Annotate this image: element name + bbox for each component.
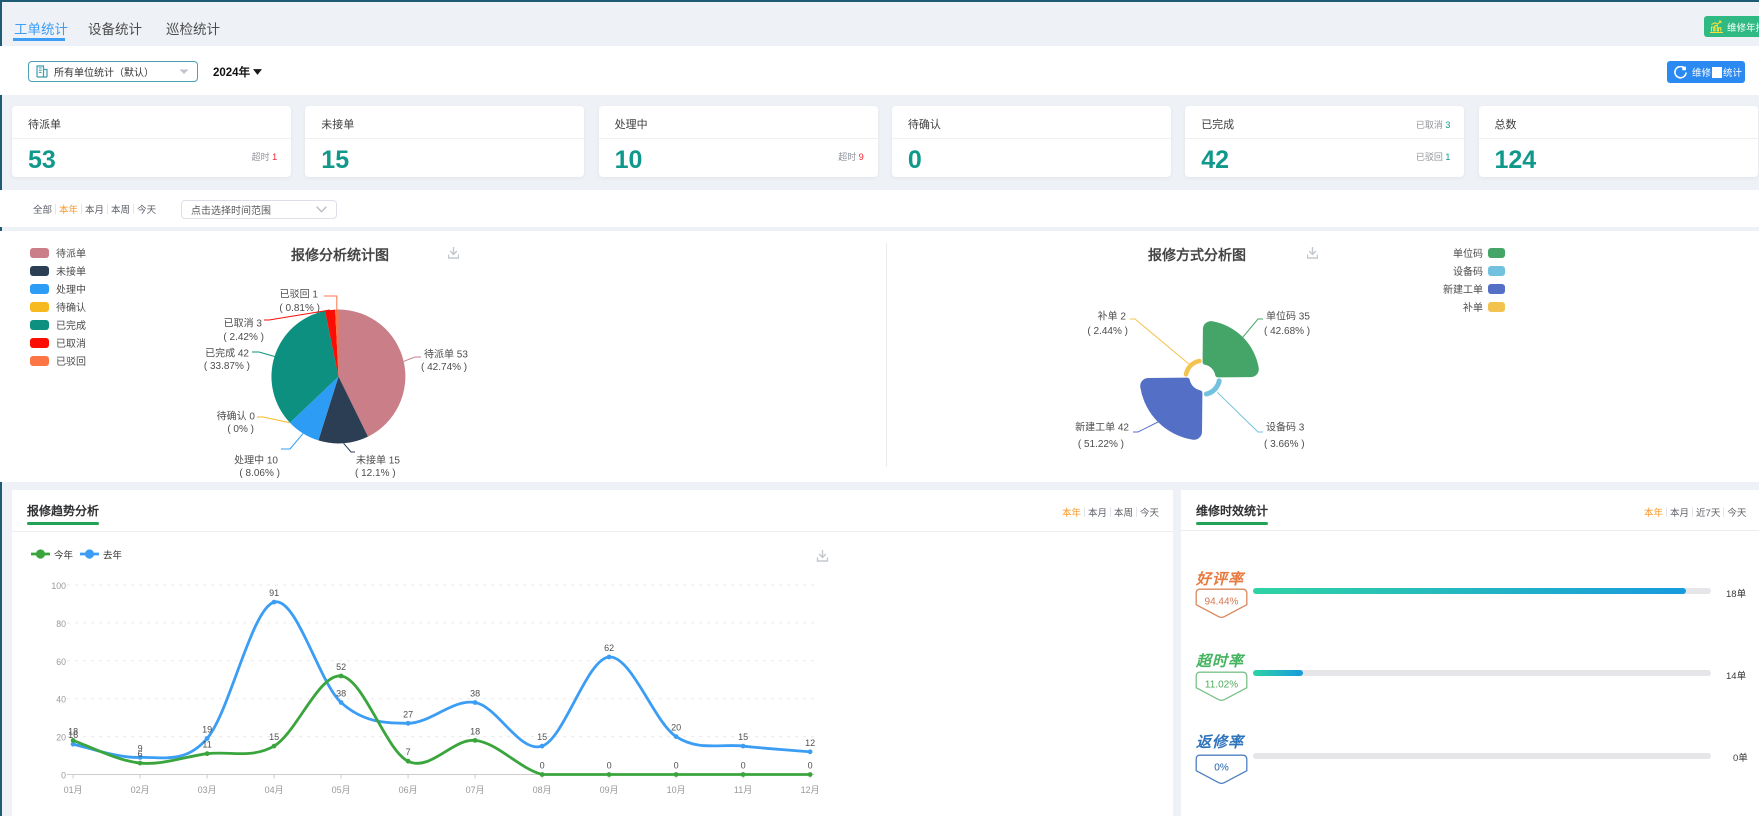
svg-text:20: 20 bbox=[671, 723, 681, 733]
svg-text:去年: 去年 bbox=[103, 550, 123, 562]
svg-text:待确认 0: 待确认 0 bbox=[217, 410, 256, 423]
svg-text:( 12.1% ): ( 12.1% ) bbox=[355, 468, 396, 479]
svg-text:( 42.74% ): ( 42.74% ) bbox=[421, 362, 467, 373]
svg-text:02月: 02月 bbox=[131, 785, 150, 795]
svg-text:09月: 09月 bbox=[600, 785, 619, 795]
svg-text:未接单 15: 未接单 15 bbox=[356, 454, 400, 467]
svg-text:100: 100 bbox=[51, 581, 66, 591]
svg-text:( 0% ): ( 0% ) bbox=[227, 424, 254, 435]
svg-text:62: 62 bbox=[604, 643, 614, 653]
svg-text:0%: 0% bbox=[1214, 763, 1229, 774]
svg-text:15: 15 bbox=[537, 732, 547, 742]
svg-text:91: 91 bbox=[269, 588, 279, 598]
svg-text:12: 12 bbox=[805, 738, 815, 748]
svg-text:10月: 10月 bbox=[667, 785, 686, 795]
svg-text:待派单 53: 待派单 53 bbox=[424, 348, 468, 361]
svg-text:07月: 07月 bbox=[466, 785, 485, 795]
svg-text:设备码 3: 设备码 3 bbox=[1266, 421, 1305, 434]
svg-text:补单 2: 补单 2 bbox=[1098, 310, 1127, 323]
svg-text:已驳回 1: 已驳回 1 bbox=[280, 289, 319, 301]
svg-text:94.44%: 94.44% bbox=[1205, 597, 1239, 608]
svg-text:已取消 3: 已取消 3 bbox=[224, 317, 263, 330]
svg-text:( 2.44% ): ( 2.44% ) bbox=[1087, 326, 1128, 337]
svg-text:( 3.66% ): ( 3.66% ) bbox=[1264, 439, 1305, 450]
svg-text:11月: 11月 bbox=[734, 785, 752, 795]
svg-text:新建工单 42: 新建工单 42 bbox=[1075, 421, 1129, 434]
svg-text:27: 27 bbox=[403, 709, 413, 719]
svg-text:80: 80 bbox=[56, 619, 66, 629]
svg-text:0: 0 bbox=[674, 761, 679, 771]
svg-text:9: 9 bbox=[138, 743, 143, 753]
svg-text:( 33.87% ): ( 33.87% ) bbox=[204, 361, 250, 372]
svg-text:20: 20 bbox=[56, 733, 66, 743]
svg-text:11: 11 bbox=[202, 740, 211, 750]
svg-text:( 42.68% ): ( 42.68% ) bbox=[1264, 326, 1310, 337]
svg-text:单位码 35: 单位码 35 bbox=[1266, 310, 1310, 323]
svg-text:0: 0 bbox=[741, 761, 746, 771]
svg-text:18: 18 bbox=[470, 726, 480, 736]
svg-text:15: 15 bbox=[269, 732, 279, 742]
svg-text:( 0.81% ): ( 0.81% ) bbox=[279, 303, 320, 314]
svg-text:处理中 10: 处理中 10 bbox=[234, 454, 278, 467]
svg-text:( 51.22% ): ( 51.22% ) bbox=[1078, 439, 1124, 450]
svg-text:19: 19 bbox=[202, 725, 212, 735]
svg-text:0: 0 bbox=[61, 771, 66, 781]
svg-text:12月: 12月 bbox=[801, 785, 820, 795]
svg-text:01月: 01月 bbox=[64, 785, 83, 795]
svg-text:52: 52 bbox=[336, 662, 346, 672]
svg-text:0: 0 bbox=[808, 761, 813, 771]
svg-text:0: 0 bbox=[540, 761, 545, 771]
svg-text:16: 16 bbox=[68, 730, 78, 740]
svg-text:06月: 06月 bbox=[399, 785, 418, 795]
svg-text:11.02%: 11.02% bbox=[1205, 680, 1238, 691]
svg-text:( 8.06% ): ( 8.06% ) bbox=[239, 468, 280, 479]
svg-text:04月: 04月 bbox=[265, 785, 284, 795]
svg-text:( 2.42% ): ( 2.42% ) bbox=[223, 332, 264, 343]
svg-text:15: 15 bbox=[738, 732, 748, 742]
svg-text:60: 60 bbox=[56, 657, 66, 667]
svg-text:38: 38 bbox=[336, 689, 346, 699]
svg-text:08月: 08月 bbox=[533, 785, 552, 795]
svg-text:40: 40 bbox=[56, 695, 66, 705]
svg-text:0: 0 bbox=[607, 761, 612, 771]
svg-text:已完成 42: 已完成 42 bbox=[205, 347, 249, 360]
svg-text:7: 7 bbox=[406, 747, 411, 757]
svg-text:38: 38 bbox=[470, 689, 480, 699]
svg-text:05月: 05月 bbox=[332, 785, 351, 795]
svg-text:6: 6 bbox=[138, 749, 143, 759]
svg-text:03月: 03月 bbox=[198, 785, 217, 795]
svg-text:今年: 今年 bbox=[54, 550, 74, 562]
svg-text:18: 18 bbox=[68, 726, 78, 736]
